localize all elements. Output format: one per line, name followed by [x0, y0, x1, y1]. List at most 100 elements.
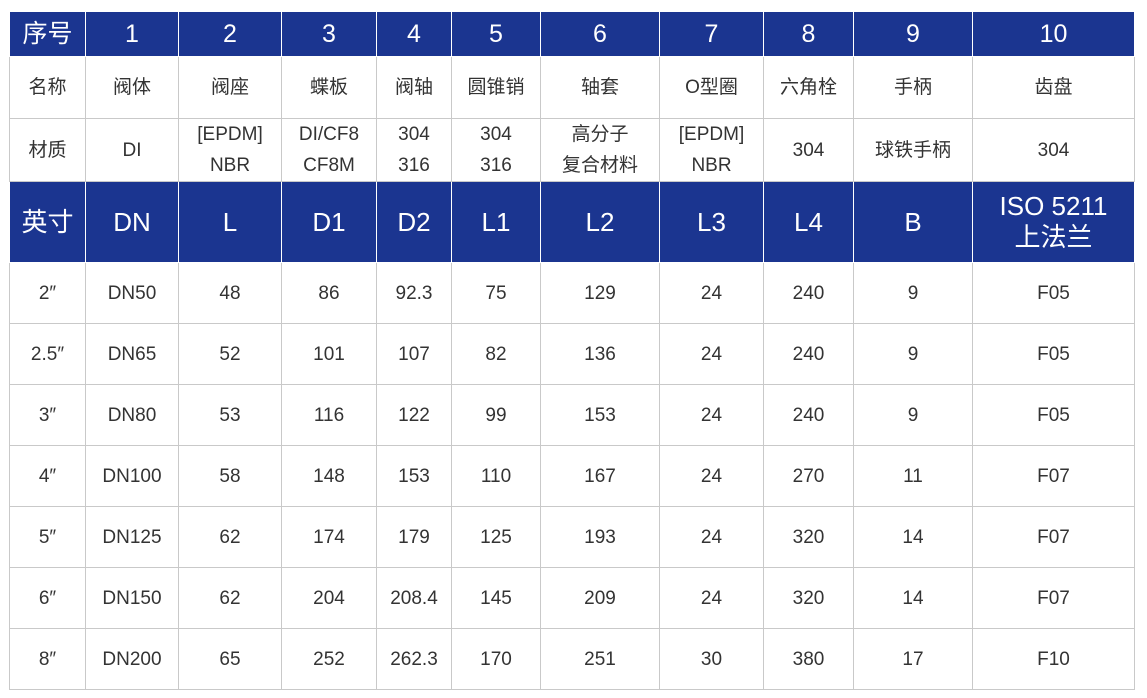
dimension-cell: 153: [376, 445, 452, 507]
dimension-header-cell-line: D1: [312, 206, 346, 237]
material-cell: 304: [972, 118, 1135, 182]
size-dn-cell: DN80: [85, 384, 179, 446]
table-row: 2″ DN50 48 86 92.3 75 129 24 240 9 F05: [9, 262, 1135, 324]
dimension-header-cell: D1: [281, 181, 377, 263]
dimension-cell: 240: [763, 384, 854, 446]
part-name-cell: 轴套: [540, 56, 660, 119]
size-dn-cell: DN200: [85, 628, 179, 690]
size-inch-cell: 4″: [9, 445, 86, 507]
dimension-cell: 209: [540, 567, 660, 629]
dimension-cell: 11: [853, 445, 973, 507]
dimension-cell: 24: [659, 506, 764, 568]
table-row: 6″ DN150 62 204 208.4 145 209 24 320 14 F07: [9, 567, 1135, 629]
size-dn-cell: DN100: [85, 445, 179, 507]
part-number-cell: 4: [376, 11, 452, 57]
size-dn-cell: DN150: [85, 567, 179, 629]
dimension-cell: 107: [376, 323, 452, 385]
dimension-cell: F05: [972, 262, 1135, 324]
part-name-cell: 阀体: [85, 56, 179, 119]
dimension-cell: 30: [659, 628, 764, 690]
part-name-cell: 蝶板: [281, 56, 377, 119]
dimension-cell: 129: [540, 262, 660, 324]
dimension-header-cell-line: L4: [794, 206, 823, 237]
table-row: 2.5″ DN65 52 101 107 82 136 24 240 9 F05: [9, 323, 1135, 385]
dimension-cell: 24: [659, 323, 764, 385]
dimension-cell: 92.3: [376, 262, 452, 324]
dimension-header-cell-line: L2: [585, 206, 615, 237]
material-cell-line: DI/CF8: [298, 124, 360, 145]
size-inch-cell: 8″: [9, 628, 86, 690]
material-cell-line: 316: [480, 155, 512, 176]
dimension-cell: 252: [281, 628, 377, 690]
dimension-cell: 86: [281, 262, 377, 324]
dimension-cell: 9: [853, 262, 973, 324]
dimension-header-cell: L1: [451, 181, 541, 263]
part-name-cell: 阀轴: [376, 56, 452, 119]
material-cell: 304: [763, 118, 854, 182]
dimension-cell: 270: [763, 445, 854, 507]
material-cell-line: 球铁手柄: [874, 139, 951, 161]
material-cell-line: 304: [480, 124, 512, 145]
dimension-header-cell-line: B: [904, 206, 922, 237]
part-name-cell: 手柄: [853, 56, 973, 119]
dimension-cell: F07: [972, 567, 1135, 629]
dimension-cell: 240: [763, 323, 854, 385]
dimension-cell: 24: [659, 567, 764, 629]
material-row: 材质 DI [EPDM] NBR DI/CF8 CF8M 304 316 304 316 高分子复…: [9, 118, 1135, 182]
dimension-header-cell: 英寸: [9, 181, 86, 263]
table-row: 5″ DN125 62 174 179 125 193 24 320 14 F07: [9, 506, 1135, 568]
dimension-cell: 179: [376, 506, 452, 568]
material-cell-line: NBR: [691, 155, 732, 176]
part-name-cell: 齿盘: [972, 56, 1135, 119]
material-cell-line: NBR: [209, 155, 251, 176]
dimension-header-row: 英寸 DN L D1 D2 L1 L2 L3 L4 B ISO 5211 上法兰: [9, 181, 1135, 263]
dimension-header-cell: DN: [85, 181, 179, 263]
part-number-cell: 3: [281, 11, 377, 57]
dimension-header-cell: L3: [659, 181, 764, 263]
material-label: 材质: [9, 118, 86, 182]
dimension-cell: 17: [853, 628, 973, 690]
material-cell: [EPDM] NBR: [659, 118, 764, 182]
dimension-cell: 24: [659, 384, 764, 446]
dimension-cell: F07: [972, 506, 1135, 568]
dimension-cell: 14: [853, 506, 973, 568]
part-name-cell: 阀座: [178, 56, 282, 119]
size-dn-cell: DN125: [85, 506, 179, 568]
dimension-cell: 65: [178, 628, 282, 690]
material-cell: 304 316: [376, 118, 452, 182]
size-dn-cell: DN65: [85, 323, 179, 385]
size-inch-cell: 3″: [9, 384, 86, 446]
dimension-header-cell-line: L3: [697, 206, 726, 237]
material-cell: DI: [85, 118, 179, 182]
material-cell-line: [EPDM]: [678, 124, 745, 145]
dimension-header-cell: L4: [763, 181, 854, 263]
dimension-cell: F07: [972, 445, 1135, 507]
dimension-cell: 320: [763, 506, 854, 568]
dimension-cell: 204: [281, 567, 377, 629]
size-inch-cell: 5″: [9, 506, 86, 568]
dimension-header-cell: L2: [540, 181, 660, 263]
dimension-cell: 48: [178, 262, 282, 324]
table-row: 3″ DN80 53 116 122 99 153 24 240 9 F05: [9, 384, 1135, 446]
material-cell: DI/CF8 CF8M: [281, 118, 377, 182]
dimension-cell: 99: [451, 384, 541, 446]
material-cell: [EPDM] NBR: [178, 118, 282, 182]
material-cell-line: [EPDM]: [197, 124, 263, 145]
butterfly-valve-spec-table: 序号 1 2 3 4 5 6 7 8 9 10 名称 阀体 阀座 蝶板 阀轴 圆…: [9, 11, 1135, 690]
dimension-cell: 9: [853, 323, 973, 385]
material-cell: 304 316: [451, 118, 541, 182]
dimension-cell: 14: [853, 567, 973, 629]
dimension-header-cell: ISO 5211 上法兰: [972, 181, 1135, 263]
part-number-cell: 1: [85, 11, 179, 57]
dimension-cell: 75: [451, 262, 541, 324]
size-inch-cell: 2.5″: [9, 323, 86, 385]
size-inch-cell: 6″: [9, 567, 86, 629]
table-row: 8″ DN200 65 252 262.3 170 251 30 380 17 F10: [9, 628, 1135, 690]
part-name-label: 名称: [9, 56, 86, 119]
material-cell: 球铁手柄: [853, 118, 973, 182]
dimension-cell: 116: [281, 384, 377, 446]
dimension-header-cell-line: 上法兰: [1014, 222, 1093, 252]
dimension-header-cell-line: L: [222, 206, 238, 237]
part-number-cell: 6: [540, 11, 660, 57]
dimension-cell: 262.3: [376, 628, 452, 690]
